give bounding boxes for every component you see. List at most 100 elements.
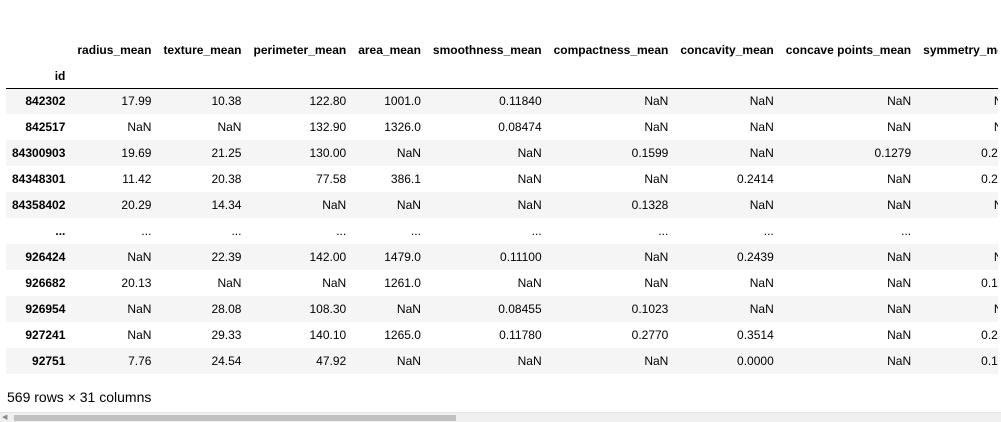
table-cell: NaN [644,120,669,134]
table-cell: NaN [396,146,421,160]
table-cell: NaN [917,296,998,322]
column-header: area_mean [358,43,421,57]
scrollbar-thumb[interactable] [14,415,456,421]
row-index: 926424 [25,250,66,264]
table-row: 84348301 11.42 20.38 77.58 386.1 NaN NaN 0.2414… [6,166,998,192]
table-cell: NaN [749,94,774,109]
triangle-left-icon[interactable]: ◀ [2,414,8,421]
column-header: perimeter_mean [253,43,347,57]
table-cell: 10.38 [211,94,242,109]
column-header-row: radius_mean texture_mean perimeter_mean … [6,22,998,60]
table-cell: 77.58 [316,172,347,186]
table-cell: 1265.0 [384,328,421,342]
table-row: 84300903 19.69 21.25 130.00 NaN NaN 0.1599 NaN 0… [6,140,998,166]
table-cell: 0.2397 [981,328,998,342]
table-row: 84358402 20.29 14.34 NaN NaN NaN 0.1328 NaN NaN N… [6,192,998,218]
table-cell: 0.11100 [500,250,542,264]
table-cell: 108.30 [309,302,347,316]
table-cell: 0.0000 [737,354,774,368]
table-row: 842302 17.99 10.38 122.80 1001.0 0.11840 NaN Na… [6,88,998,114]
table-cell: 0.1023 [631,302,669,316]
table-cell: 140.10 [309,328,347,342]
table-cell: ... [141,224,152,238]
table-cell: NaN [517,172,542,186]
table-cell: 1326.0 [384,120,421,134]
column-header: symmetry_mean [923,43,998,57]
table-cell: NaN [887,94,912,109]
table-row: 842517 NaN NaN 132.90 1326.0 0.08474 NaN NaN NaN… [6,114,998,140]
table-cell: NaN [887,276,912,290]
table-cell: NaN [517,146,542,160]
table-row: 92751 7.76 24.54 47.92 NaN NaN NaN 0.0000 NaN 0.1… [6,348,998,374]
row-index: 927241 [25,328,66,342]
row-index: 84300903 [12,146,66,160]
dataframe-table: radius_mean texture_mean perimeter_mean … [6,22,998,374]
table-row: 926954 NaN 28.08 108.30 NaN 0.08455 0.1023 NaN N… [6,296,998,322]
column-header: compactness_mean [553,43,669,57]
row-index: 84358402 [12,198,66,212]
table-cell: NaN [887,302,912,316]
table-cell: NaN [217,120,242,134]
table-cell: 0.3514 [737,328,774,342]
table-cell: 1479.0 [384,250,421,264]
table-cell: NaN [887,250,912,264]
column-header: radius_mean [77,43,152,57]
table-cell: 0.2439 [737,250,774,264]
table-cell: NaN [917,114,998,140]
column-header: texture_mean [163,43,242,57]
row-index: 84348301 [12,172,66,186]
horizontal-scrollbar[interactable]: ◀ [0,412,1001,422]
table-cell: 22.39 [211,250,242,264]
table-cell: 0.08474 [498,120,542,134]
table-cell: 0.1328 [631,198,669,212]
table-cell: NaN [917,192,998,218]
table-cell: NaN [396,354,421,368]
table-cell: 0.11840 [499,94,542,109]
row-index: 842302 [25,94,66,109]
table-row: 927241 NaN 29.33 140.10 1265.0 0.11780 0.2770 0… [6,322,998,348]
table-row: 926682 20.13 NaN NaN 1261.0 NaN NaN NaN NaN 0.175… [6,270,998,296]
table-cell: 28.08 [211,302,242,316]
column-header: concave points_mean [785,43,912,57]
table-cell: NaN [749,276,774,290]
table-cell: 0.2770 [631,328,669,342]
table-cell: 47.92 [316,354,347,368]
table-body: 842302 17.99 10.38 122.80 1001.0 0.11840 NaN Na… [6,88,998,374]
table-cell: 132.90 [309,120,347,134]
table-row: .............................. [6,218,998,244]
table-cell: ... [658,224,669,238]
table-cell: NaN [917,244,998,270]
table-cell: 20.13 [121,276,152,290]
table-cell: ... [917,218,998,244]
table-cell: NaN [396,302,421,316]
table-cell: NaN [127,302,152,316]
table-cell: NaN [749,302,774,316]
index-name: id [54,68,66,83]
table-cell: 0.2414 [737,172,774,186]
table-cell: 0.1599 [631,146,669,160]
row-index: 926682 [25,276,66,290]
table-cell: ... [531,224,542,238]
table-cell: 21.25 [211,146,242,160]
table-cell: NaN [217,276,242,290]
table-cell: NaN [749,198,774,212]
index-name-row: id [6,60,998,88]
table-cell: NaN [749,120,774,134]
row-index: ... [55,224,66,238]
table-cell: 0.2597 [981,172,998,186]
table-cell: 142.00 [309,250,347,264]
table-cell: 19.69 [121,146,152,160]
table-cell: ... [231,224,242,238]
table-cell: 130.00 [309,146,347,160]
table-cell: NaN [887,120,912,134]
column-header: concavity_mean [680,43,774,57]
table-cell: NaN [517,354,542,368]
table-cell: ... [763,224,774,238]
table-cell: NaN [322,198,347,212]
table-cell: NaN [127,328,152,342]
table-cell: 7.76 [128,354,152,368]
row-index: 842517 [25,120,66,134]
table-cell: NaN [887,172,912,186]
table-cell: 0.1587 [981,354,998,368]
table-cell: 122.80 [309,94,347,109]
